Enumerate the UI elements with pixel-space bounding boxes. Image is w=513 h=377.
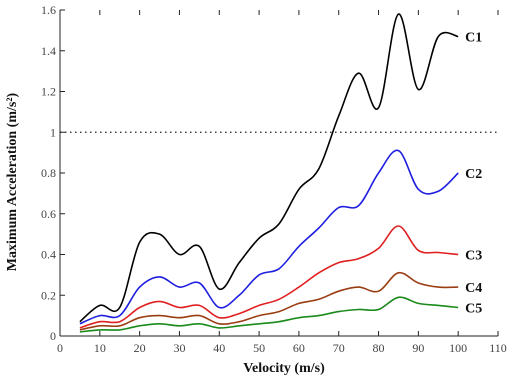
x-tick-label: 0 bbox=[57, 341, 63, 355]
series-line-c2 bbox=[79, 149, 459, 325]
x-tick-label: 100 bbox=[449, 341, 467, 355]
series-line-c1 bbox=[79, 13, 459, 323]
x-tick-label: 60 bbox=[293, 341, 305, 355]
x-tick-label: 40 bbox=[213, 341, 225, 355]
y-tick-label: 0.4 bbox=[41, 248, 56, 262]
y-tick-label: 0.6 bbox=[41, 207, 56, 221]
y-tick-label: 1.4 bbox=[41, 44, 56, 58]
x-tick-label: 20 bbox=[134, 341, 146, 355]
y-tick-label: 0 bbox=[50, 329, 56, 343]
tick-marks bbox=[59, 9, 499, 337]
series-line-c4 bbox=[79, 271, 459, 331]
x-axis-title: Velocity (m/s) bbox=[243, 361, 325, 376]
tick-labels: 0 10 20 30 40 50 60 70 80 90 100 110 0 0.2 0.4 0.6 0.8 1 1… bbox=[41, 3, 507, 355]
series-label-c2: C2 bbox=[465, 167, 482, 182]
x-tick-label: 50 bbox=[253, 341, 265, 355]
x-tick-label: 80 bbox=[373, 341, 385, 355]
series-label-c4: C4 bbox=[465, 281, 482, 296]
series-lines bbox=[79, 13, 459, 333]
series-label-c5: C5 bbox=[465, 301, 482, 316]
series-line-c3 bbox=[79, 225, 459, 329]
series-label-c1: C1 bbox=[465, 30, 482, 45]
y-axis-title: Maximum Acceleration (m/s²) bbox=[5, 92, 20, 271]
y-tick-label: 1 bbox=[50, 125, 56, 139]
x-tick-label: 10 bbox=[94, 341, 106, 355]
series-labels: C1 C2 C3 C4 C5 bbox=[465, 30, 482, 316]
series-label-c3: C3 bbox=[465, 249, 482, 264]
x-tick-label: 110 bbox=[489, 341, 507, 355]
y-tick-label: 0.2 bbox=[41, 288, 56, 302]
x-tick-label: 70 bbox=[333, 341, 345, 355]
y-tick-label: 1.2 bbox=[41, 85, 56, 99]
y-tick-label: 0.8 bbox=[41, 166, 56, 180]
y-tick-label: 1.6 bbox=[41, 3, 56, 17]
series-line-c5 bbox=[79, 296, 459, 333]
x-tick-label: 90 bbox=[412, 341, 424, 355]
x-tick-label: 30 bbox=[173, 341, 185, 355]
